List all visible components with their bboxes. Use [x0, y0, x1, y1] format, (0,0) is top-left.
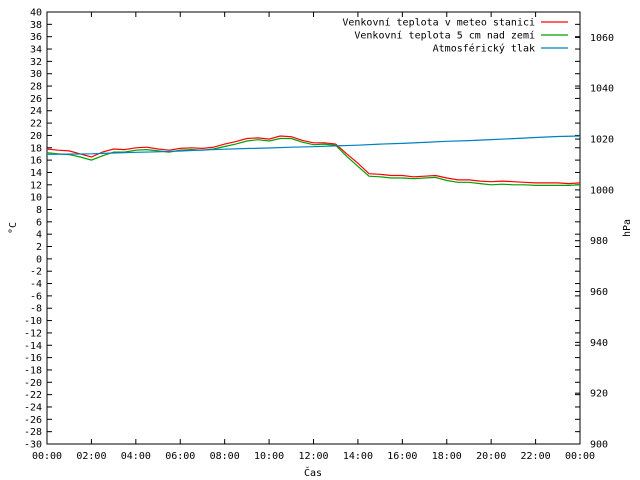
y2-tick-label: 1060: [590, 33, 614, 44]
y-tick-label: -12: [24, 328, 42, 339]
y-tick-label: -30: [24, 440, 42, 451]
x-tick-label: 08:00: [210, 451, 240, 462]
y-tick-label: 30: [30, 69, 42, 80]
x-tick-label: 02:00: [76, 451, 106, 462]
y-tick-label: -24: [24, 402, 42, 413]
series-line-0: [46, 135, 581, 185]
y-tick-label: 18: [30, 143, 42, 154]
y-axis-label: °C: [8, 222, 19, 234]
x-tick-label: 18:00: [432, 451, 462, 462]
series-lines: [46, 135, 581, 186]
legend-label: Atmosférický tlak: [433, 43, 535, 55]
y-tick-label: 22: [30, 119, 42, 130]
y2-tick-label: 1000: [590, 185, 614, 196]
y2-tick-label: 960: [590, 287, 608, 298]
y-tick-label: -18: [24, 365, 42, 376]
y-tick-label: -28: [24, 427, 42, 438]
y-tick-label: 24: [30, 106, 42, 117]
legend-label: Venkovní teplota 5 cm nad zemí: [354, 30, 535, 42]
y2-tick-label: 1020: [590, 135, 614, 146]
x-tick-label: 16:00: [387, 451, 417, 462]
y-tick-label: 40: [30, 8, 42, 19]
x-axis: 00:00 02:00 04:00 06:00 08:00 10:00 12:00 14:00…: [32, 12, 595, 462]
series-line-1: [46, 137, 581, 186]
x-tick-label: 06:00: [165, 451, 195, 462]
right-axis: 1060 1040 1020 1000 980 960 940 920 900: [575, 33, 614, 451]
x-axis-label: Čas: [304, 466, 322, 479]
y-tick-label: 4: [36, 230, 42, 241]
y2-axis-label: hPa: [622, 219, 633, 237]
y-tick-label: 34: [30, 45, 42, 56]
x-tick-label: 00:00: [565, 451, 595, 462]
x-tick-label: 04:00: [121, 451, 151, 462]
y-tick-label: 10: [30, 193, 42, 204]
x-tick-label: 14:00: [343, 451, 373, 462]
y-tick-label: 6: [36, 217, 42, 228]
y-tick-label: -22: [24, 390, 42, 401]
legend: Venkovní teplota v meteo staniciVenkovní…: [342, 17, 568, 55]
y2-tick-label: 920: [590, 389, 608, 400]
y2-tick-label: 980: [590, 236, 608, 247]
y-tick-label: 2: [36, 242, 42, 253]
y2-tick-label: 940: [590, 338, 608, 349]
y-tick-label: -10: [24, 316, 42, 327]
y-tick-label: 12: [30, 180, 42, 191]
y-tick-label: 14: [30, 168, 42, 179]
y-tick-label: 8: [36, 205, 42, 216]
y-tick-label: -6: [30, 291, 42, 302]
y2-tick-label: 900: [590, 440, 608, 451]
x-tick-label: 20:00: [476, 451, 506, 462]
y-tick-label: -8: [30, 304, 42, 315]
y-tick-label: -14: [24, 341, 42, 352]
x-tick-label: 00:00: [32, 451, 62, 462]
x-tick-label: 12:00: [298, 451, 328, 462]
x-tick-label: 10:00: [254, 451, 284, 462]
left-axis: 4038363432302826242220181614121086420-2-…: [24, 8, 580, 451]
y2-tick-label: 1040: [590, 84, 614, 95]
y-tick-label: 20: [30, 131, 42, 142]
y-tick-label: 36: [30, 32, 42, 43]
plot-frame: [46, 11, 581, 445]
y-tick-label: 26: [30, 94, 42, 105]
legend-label: Venkovní teplota v meteo stanici: [342, 17, 535, 29]
y-tick-label: -2: [30, 267, 42, 278]
y-tick-label: -20: [24, 378, 42, 389]
y-tick-label: 0: [36, 254, 42, 265]
y-tick-label: 38: [30, 20, 42, 31]
y-tick-label: -4: [30, 279, 42, 290]
x-tick-label: 22:00: [521, 451, 551, 462]
y-tick-label: 16: [30, 156, 42, 167]
y-tick-label: -16: [24, 353, 42, 364]
series-line-2: [46, 135, 581, 155]
y-tick-label: 28: [30, 82, 42, 93]
y-tick-label: 32: [30, 57, 42, 68]
y-tick-label: -26: [24, 415, 42, 426]
